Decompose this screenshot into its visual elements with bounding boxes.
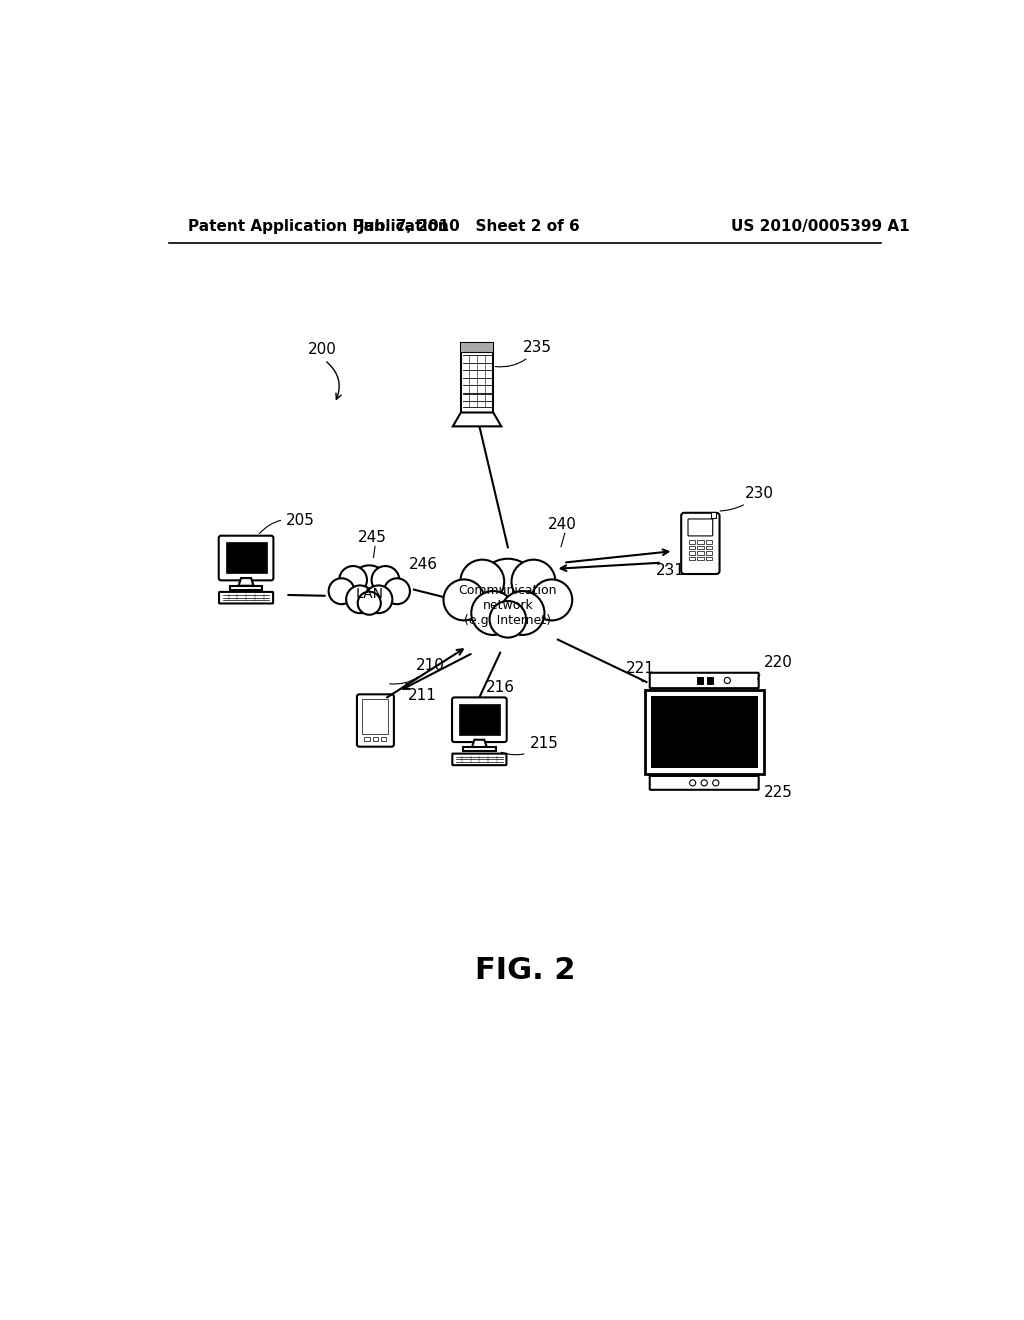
Bar	[697, 545, 703, 549]
Circle shape	[512, 560, 555, 603]
FancyBboxPatch shape	[644, 689, 764, 775]
Text: Patent Application Publication: Patent Application Publication	[188, 219, 450, 234]
Bar	[706, 545, 712, 549]
Circle shape	[461, 560, 504, 603]
Bar	[697, 557, 703, 561]
Text: 230: 230	[720, 486, 774, 511]
Bar	[688, 545, 695, 549]
Circle shape	[372, 566, 399, 594]
Circle shape	[384, 578, 410, 605]
Polygon shape	[453, 412, 502, 426]
FancyBboxPatch shape	[219, 591, 273, 603]
Bar	[688, 557, 695, 561]
FancyBboxPatch shape	[650, 673, 759, 688]
Bar	[706, 552, 712, 554]
Text: 240: 240	[548, 516, 577, 532]
Bar	[697, 540, 703, 544]
Circle shape	[357, 591, 381, 615]
Circle shape	[471, 591, 515, 635]
Text: 245: 245	[357, 529, 387, 545]
Circle shape	[701, 780, 708, 785]
Text: 231: 231	[655, 562, 685, 578]
Bar	[706, 557, 712, 561]
Circle shape	[350, 565, 389, 605]
Polygon shape	[472, 739, 486, 747]
Text: 235: 235	[496, 339, 552, 367]
Text: US 2010/0005399 A1: US 2010/0005399 A1	[731, 219, 909, 234]
FancyBboxPatch shape	[453, 754, 507, 766]
FancyBboxPatch shape	[650, 776, 759, 789]
Bar	[461, 343, 494, 351]
Text: Jan. 7, 2010   Sheet 2 of 6: Jan. 7, 2010 Sheet 2 of 6	[358, 219, 581, 234]
Bar	[365, 737, 371, 741]
Text: 210: 210	[390, 657, 444, 684]
Bar	[225, 543, 266, 573]
Text: 211: 211	[408, 688, 436, 704]
Text: Communication
network
(e.g. Internet): Communication network (e.g. Internet)	[459, 583, 557, 627]
FancyBboxPatch shape	[357, 694, 394, 747]
Bar	[706, 540, 712, 544]
Text: 216: 216	[485, 680, 514, 694]
Text: 200: 200	[307, 342, 337, 356]
Circle shape	[346, 586, 374, 614]
Bar	[650, 696, 758, 768]
Circle shape	[713, 780, 719, 785]
Circle shape	[724, 677, 730, 684]
FancyBboxPatch shape	[461, 343, 494, 412]
Bar	[712, 512, 716, 517]
Bar	[697, 677, 703, 684]
FancyBboxPatch shape	[688, 519, 713, 536]
Circle shape	[329, 578, 354, 605]
Circle shape	[689, 780, 695, 785]
FancyBboxPatch shape	[452, 697, 507, 742]
Text: 215: 215	[501, 737, 558, 755]
Circle shape	[339, 566, 367, 594]
FancyBboxPatch shape	[219, 536, 273, 581]
Text: LAN: LAN	[355, 587, 383, 602]
Text: 225: 225	[759, 781, 794, 800]
Bar	[463, 747, 496, 751]
Text: FIG. 2: FIG. 2	[474, 956, 575, 985]
Bar	[459, 704, 500, 735]
Bar	[373, 737, 378, 741]
Text: 220: 220	[758, 655, 794, 680]
Circle shape	[489, 601, 526, 638]
Circle shape	[501, 591, 545, 635]
Bar	[229, 586, 262, 590]
Bar	[697, 552, 703, 554]
Polygon shape	[239, 578, 254, 586]
Circle shape	[365, 586, 392, 614]
Circle shape	[531, 579, 572, 620]
Text: 246: 246	[410, 557, 438, 573]
Bar	[688, 552, 695, 554]
Bar	[707, 677, 713, 684]
Bar	[381, 737, 386, 741]
Circle shape	[477, 558, 539, 620]
Text: 205: 205	[259, 512, 315, 533]
Circle shape	[443, 579, 484, 620]
Bar	[688, 540, 695, 544]
Text: 221: 221	[626, 661, 654, 676]
FancyBboxPatch shape	[681, 512, 720, 574]
Bar	[362, 700, 388, 734]
